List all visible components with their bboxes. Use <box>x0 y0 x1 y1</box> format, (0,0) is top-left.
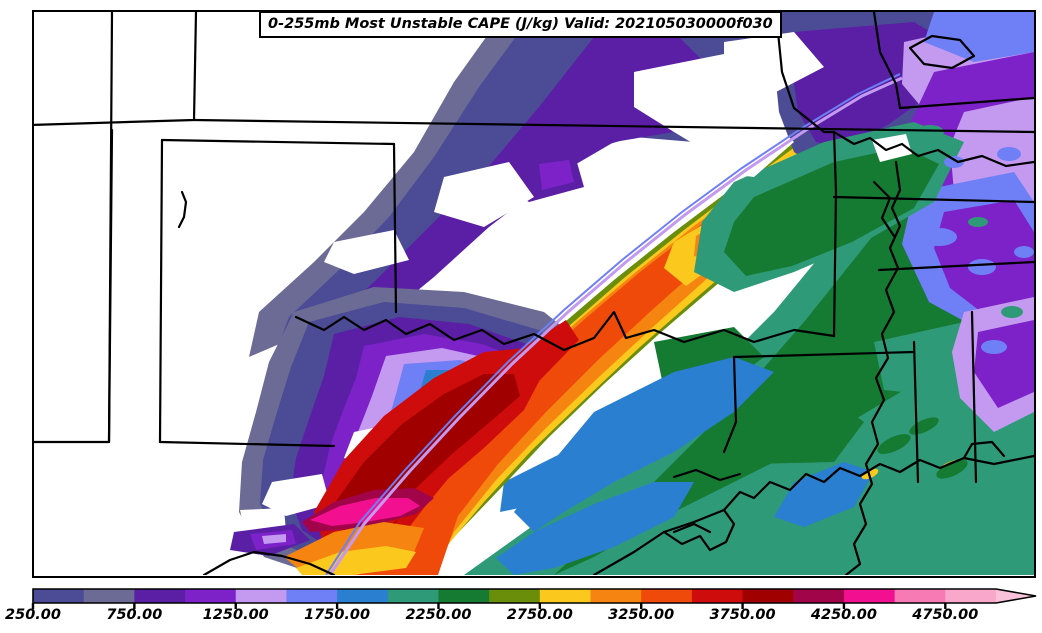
fill-cell-nw-c <box>539 160 574 190</box>
cape-contour-plot <box>34 12 1034 575</box>
border-north-b <box>872 12 902 110</box>
border-north-a <box>774 12 836 134</box>
border-tn-south <box>877 260 1034 272</box>
colorbar-svg <box>31 588 1037 609</box>
border-la-tx <box>722 355 738 454</box>
plot-title-text: 0-255mb Most Unstable CAPE (J/kg) Valid:… <box>268 16 773 32</box>
colorbar-swatch <box>641 589 693 603</box>
hole-tx-b <box>262 474 330 516</box>
colorbar-tick-label: 750.00 <box>106 607 163 623</box>
border-panhandle-e <box>160 138 396 146</box>
fill-blue-gulf-a <box>514 357 774 532</box>
colorbar-tick-label: 4250.00 <box>810 607 877 623</box>
colorbar-tick-label: 2250.00 <box>405 607 472 623</box>
fill-island-sw-c <box>262 534 286 544</box>
map-boundaries <box>34 12 1034 575</box>
border-red-river <box>294 310 836 352</box>
colorbar-tick-label: 1250.00 <box>202 607 269 623</box>
fill-ne-blue <box>924 12 1034 62</box>
border-la-ar <box>732 350 916 359</box>
colorbar-swatch <box>185 589 237 603</box>
colorbar-outline <box>32 588 1037 604</box>
colorbar-tick-label: 4750.00 <box>912 607 979 623</box>
border-tx-pan-s <box>158 440 336 448</box>
colorbar-swatch <box>235 589 288 603</box>
river-small-d <box>672 468 742 482</box>
border-panhandle-w <box>158 138 164 444</box>
colorbar: 250.00 750.00 1250.00 1750.00 2250.00 2750.00… <box>0 583 1042 633</box>
colorbar-swatch <box>894 589 946 603</box>
border-ms-river <box>844 160 902 575</box>
colorbar-swatch <box>286 589 338 603</box>
border-co-ks <box>192 118 1034 134</box>
colorbar-swatch <box>337 589 389 603</box>
colorbar-swatch <box>793 589 845 603</box>
colorbar-swatch <box>590 589 642 603</box>
colorbar-tick-label: 2750.00 <box>506 607 573 623</box>
coast-gulf <box>592 454 1034 575</box>
river-small-a <box>872 180 896 238</box>
hole-nw-c <box>324 230 409 274</box>
colorbar-ticks <box>31 603 947 609</box>
river-small-b <box>672 522 712 534</box>
lake-erie <box>908 34 976 70</box>
map-panel <box>32 10 1036 578</box>
contour-fills <box>34 12 1034 575</box>
hole-nw-b <box>434 162 534 227</box>
colorbar-tick-label: 1750.00 <box>304 607 371 623</box>
colorbar-swatch <box>387 589 440 603</box>
river-ohio <box>832 130 1034 168</box>
fill-warm-tail-b <box>296 546 416 575</box>
colorbar-swatch <box>843 589 896 603</box>
colorbar-extend-max <box>996 589 1036 603</box>
colorbar-tick-label: 3250.00 <box>608 607 675 623</box>
plot-title-box: 0-255mb Most Unstable CAPE (J/kg) Valid:… <box>259 11 782 38</box>
border-al-ga <box>970 310 978 484</box>
fill-blue-gulf-c <box>774 462 874 527</box>
colorbar-swatch <box>33 589 85 603</box>
colorbar-swatch <box>489 589 541 603</box>
colorbar-swatch <box>438 589 490 603</box>
colorbar-swatch <box>742 589 794 603</box>
colorbar-tick-label: 3750.00 <box>709 607 776 623</box>
coast-delta <box>662 508 736 552</box>
fill-blob-green-a <box>720 392 864 464</box>
border-nm-ok <box>107 128 114 444</box>
coast-texas <box>202 550 336 575</box>
colorbar-swatches <box>32 588 1037 604</box>
fill-level-4250-core <box>310 498 420 526</box>
fill-east-mottle-green <box>916 125 1023 318</box>
fill-east-mottle <box>921 147 1034 354</box>
fill-blue-gulf-d <box>500 444 604 512</box>
border-ms-al <box>912 340 920 484</box>
fill-east-purple-b <box>934 200 1034 318</box>
colorbar-swatch <box>539 589 592 603</box>
colorbar-swatch <box>945 589 997 603</box>
border-ok-tx-pan <box>392 142 398 314</box>
border-ok-ar <box>832 130 838 338</box>
hole-ne-b <box>724 32 824 92</box>
border-tn-ky <box>898 96 1034 110</box>
colorbar-swatch <box>691 589 744 603</box>
fill-east-green-b <box>724 147 939 276</box>
coast-fl-pan <box>962 440 1006 460</box>
colorbar-tick-label: 250.00 <box>5 607 61 623</box>
fill-blue-gulf-b <box>496 482 694 575</box>
border-ar-mo <box>832 195 1034 204</box>
river-small-c <box>177 190 188 229</box>
colorbar-swatch <box>134 589 186 603</box>
colorbar-swatch <box>83 589 135 603</box>
